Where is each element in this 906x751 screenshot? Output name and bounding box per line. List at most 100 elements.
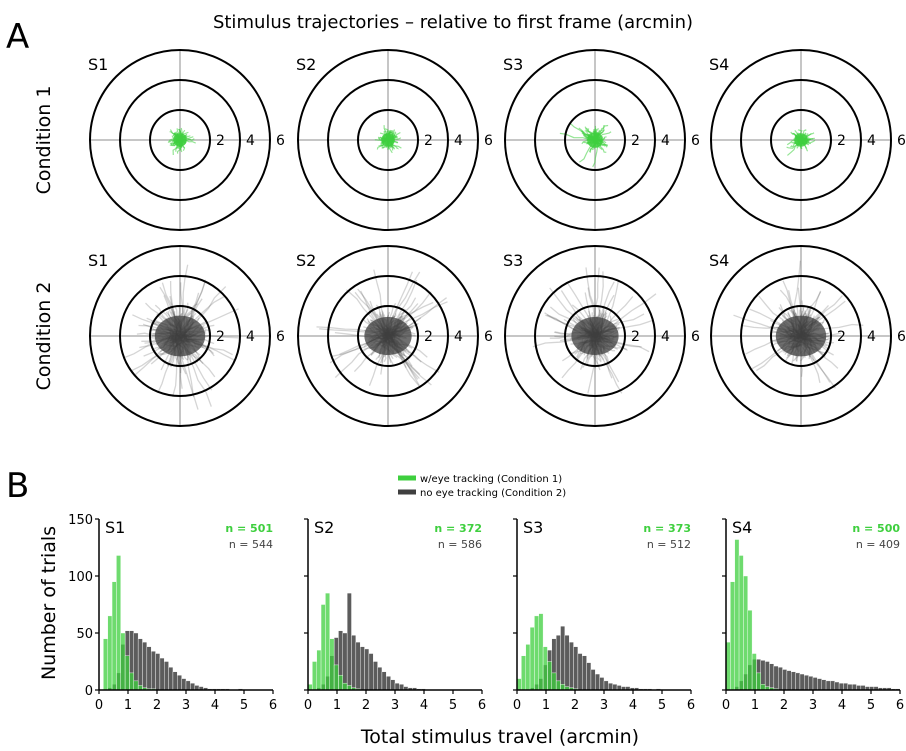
bar-condition-1 <box>551 672 557 691</box>
bar-condition-2 <box>386 676 391 691</box>
bar-condition-1 <box>547 661 553 691</box>
trajectory-cloud <box>374 125 402 154</box>
bar-condition-1 <box>342 682 348 691</box>
bar-condition-2 <box>782 669 788 691</box>
bar-condition-1 <box>338 674 344 691</box>
legend: w/eye tracking (Condition 1) no eye trac… <box>398 474 566 499</box>
bar-condition-2 <box>821 679 827 691</box>
bar-condition-2 <box>838 682 844 691</box>
ring-label-6: 6 <box>897 133 906 149</box>
ring-2 <box>564 305 626 367</box>
bar-condition-2 <box>368 653 374 691</box>
n-count-condition-1: n = 373 <box>643 522 691 535</box>
trajectory-core <box>587 132 603 148</box>
ring-2 <box>357 305 419 367</box>
n-count-condition-2: n = 586 <box>438 538 482 551</box>
bar-condition-1 <box>542 646 548 691</box>
trajectory-plot-2-s1: 2 4 6 S1 <box>88 245 285 427</box>
x-tick-label: 5 <box>240 698 248 713</box>
subject-label: S1 <box>88 251 108 270</box>
x-tick-label: 3 <box>391 698 399 713</box>
x-tick-label: 2 <box>780 698 788 713</box>
ring-label-4: 4 <box>867 133 876 149</box>
ring-label-6: 6 <box>691 329 700 345</box>
bar-condition-1 <box>316 649 322 691</box>
legend-label-condition-1: w/eye tracking (Condition 1) <box>420 474 562 485</box>
bar-condition-1 <box>107 615 113 691</box>
bar-condition-1 <box>760 684 766 691</box>
ring-6 <box>89 245 271 427</box>
trajectory-plot-1-s1: 2 4 6 S1 <box>88 49 285 231</box>
y-tick-label: 150 <box>68 513 93 528</box>
bar-condition-1 <box>525 644 531 691</box>
ring-6 <box>710 245 892 427</box>
ring-4 <box>534 79 656 201</box>
x-tick-label: 1 <box>542 698 550 713</box>
bar-condition-1 <box>756 672 762 691</box>
panel-letter-a: A <box>6 17 29 57</box>
bar-condition-2 <box>164 661 169 691</box>
bar-condition-2 <box>146 646 152 691</box>
x-tick-label: 6 <box>269 698 277 713</box>
x-tick-label: 6 <box>478 698 486 713</box>
bar-condition-1 <box>124 655 130 691</box>
bar-condition-1 <box>738 555 744 691</box>
ring-label-4: 4 <box>246 329 255 345</box>
histogram-s3: 0 1 2 3 4 5 6 S3 n = 373 n = 512 <box>513 518 695 713</box>
x-tick-label: 1 <box>124 698 132 713</box>
bar-condition-2 <box>612 684 618 691</box>
x-tick-label: 3 <box>600 698 608 713</box>
bar-condition-2 <box>159 657 165 691</box>
ring-label-4: 4 <box>867 329 876 345</box>
bar-condition-1 <box>534 615 539 691</box>
x-tick-label: 2 <box>153 698 161 713</box>
bar-condition-2 <box>560 625 566 691</box>
subject-label: S3 <box>523 518 543 537</box>
y-tick-label: 100 <box>68 570 93 585</box>
ring-4 <box>740 79 862 201</box>
bar-condition-2 <box>778 667 783 691</box>
ring-4 <box>327 275 449 397</box>
bar-condition-2 <box>590 669 596 691</box>
ring-4 <box>327 79 449 201</box>
bar-condition-2 <box>351 635 357 691</box>
bar-condition-2 <box>577 653 583 691</box>
bar-condition-2 <box>595 673 600 691</box>
bar-condition-2 <box>573 646 579 691</box>
x-tick-label: 1 <box>751 698 759 713</box>
x-tick-label: 0 <box>304 698 312 713</box>
bar-condition-1 <box>120 632 126 691</box>
ring-label-2: 2 <box>424 133 433 149</box>
n-count-condition-1: n = 501 <box>225 522 273 535</box>
x-axis-label: Total stimulus travel (arcmin) <box>360 726 639 748</box>
bar-condition-2 <box>142 641 148 691</box>
n-count-condition-2: n = 512 <box>647 538 691 551</box>
bar-condition-2 <box>834 681 840 691</box>
bar-condition-2 <box>190 682 195 691</box>
bar-condition-1 <box>730 581 735 691</box>
subject-label: S4 <box>709 55 729 74</box>
bar-condition-1 <box>325 592 330 691</box>
bar-condition-2 <box>168 667 174 691</box>
ring-6 <box>710 49 892 231</box>
bar-condition-1 <box>129 672 134 691</box>
bar-condition-2 <box>825 680 831 691</box>
trajectory-core <box>154 315 206 357</box>
bar-condition-2 <box>394 682 400 691</box>
bar-condition-2 <box>137 638 143 691</box>
ring-label-4: 4 <box>454 329 463 345</box>
bar-condition-2 <box>373 661 378 691</box>
x-tick-label: 4 <box>838 698 846 713</box>
bar-condition-2 <box>155 653 161 691</box>
bar-condition-2 <box>150 651 156 691</box>
bar-condition-1 <box>538 613 544 691</box>
trajectory-core <box>571 316 619 356</box>
bars-condition-2 <box>529 625 661 691</box>
ring-label-6: 6 <box>484 133 493 149</box>
bar-condition-2 <box>830 680 835 691</box>
bar-condition-1 <box>312 661 317 691</box>
ring-2 <box>149 305 211 367</box>
bar-condition-1 <box>521 655 526 691</box>
ring-label-2: 2 <box>216 133 225 149</box>
